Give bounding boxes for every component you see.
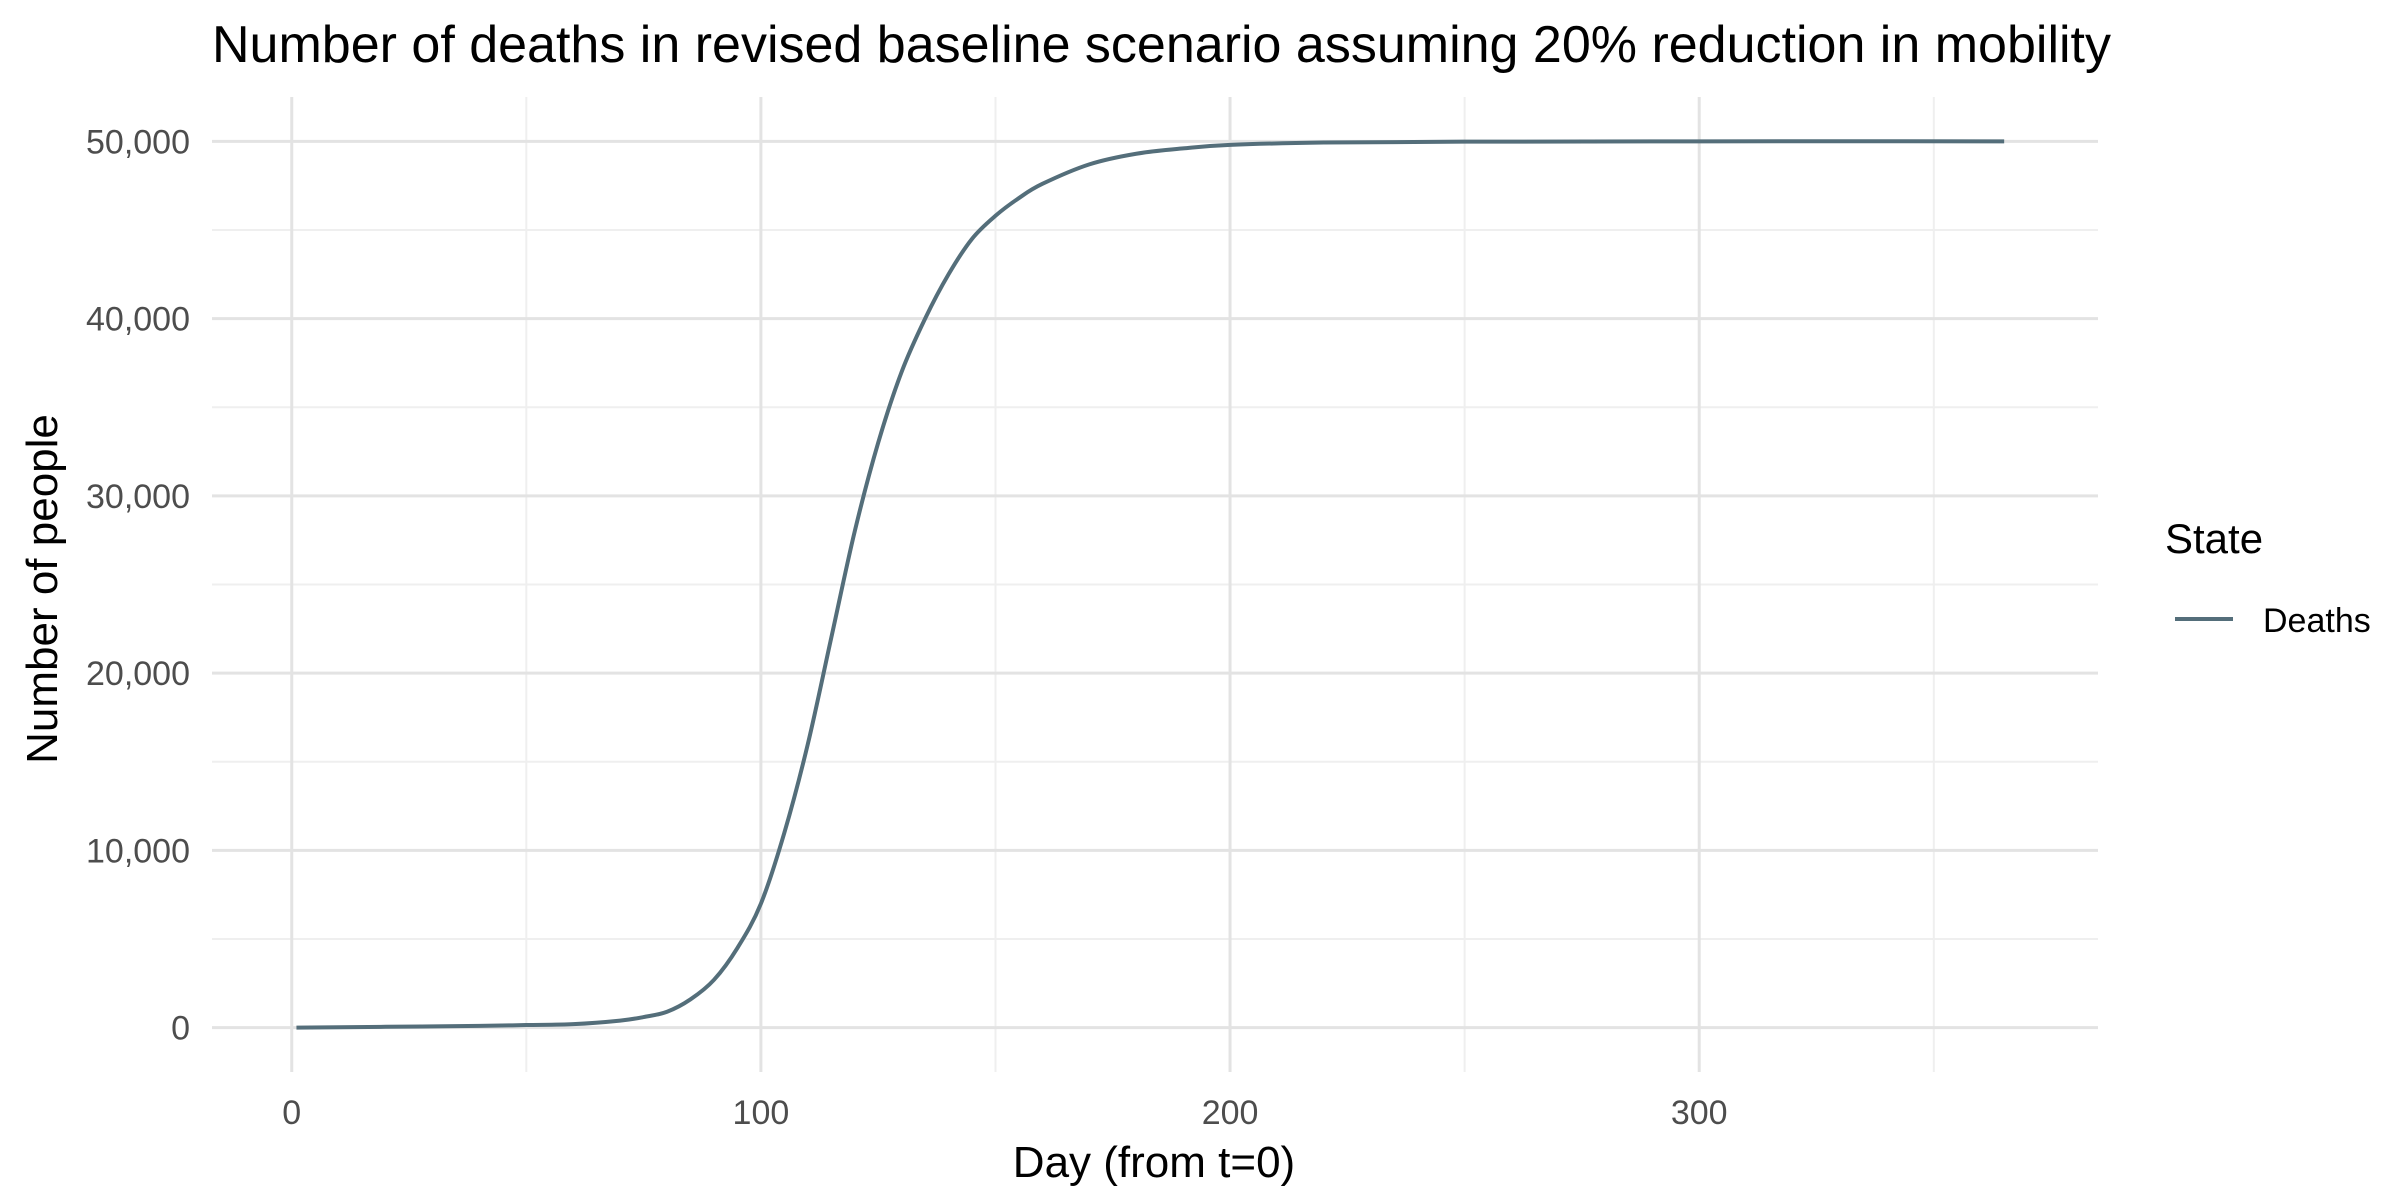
y-tick-label: 50,000: [86, 123, 190, 161]
y-tick-label: 0: [171, 1010, 190, 1048]
y-tick-label: 10,000: [86, 832, 190, 870]
legend-label-deaths: Deaths: [2263, 602, 2371, 640]
x-tick-label: 100: [733, 1094, 790, 1132]
x-tick-label: 0: [282, 1094, 301, 1132]
x-axis-title: Day (from t=0): [1013, 1138, 1295, 1187]
y-tick-label: 30,000: [86, 478, 190, 516]
tick-labels: 0 100 200 300 0 10,000 20,000 30,000 40,000 50,00…: [86, 123, 1728, 1132]
chart-title: Number of deaths in revised baseline sce…: [212, 16, 2111, 74]
y-tick-label: 20,000: [86, 655, 190, 693]
y-axis-title: Number of people: [18, 414, 67, 764]
legend-title: State: [2165, 515, 2263, 562]
series-line-deaths: [296, 139, 2005, 1030]
y-tick-label: 40,000: [86, 301, 190, 339]
x-tick-label: 200: [1202, 1094, 1259, 1132]
x-tick-label: 300: [1671, 1094, 1728, 1132]
grid: [212, 97, 2098, 1072]
legend: State Deaths: [2165, 515, 2371, 640]
series-layer: [296, 139, 2005, 1030]
